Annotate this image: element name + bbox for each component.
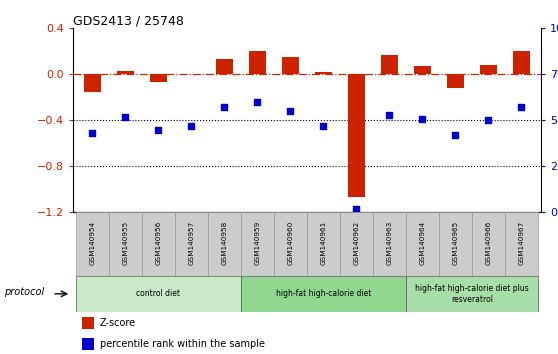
Point [418, 116, 427, 121]
Point [220, 105, 229, 110]
Bar [117, 71, 133, 74]
Bar [82, 338, 94, 350]
Text: GSM140963: GSM140963 [387, 221, 392, 265]
FancyBboxPatch shape [505, 212, 538, 276]
Point [187, 123, 196, 129]
Text: percentile rank within the sample: percentile rank within the sample [100, 339, 264, 349]
FancyBboxPatch shape [175, 212, 208, 276]
Point [286, 108, 295, 114]
Bar [216, 59, 233, 74]
Text: GSM140964: GSM140964 [420, 221, 425, 265]
Text: GSM140965: GSM140965 [453, 221, 459, 265]
Text: protocol: protocol [4, 287, 44, 297]
Bar [348, 74, 365, 198]
Bar [381, 55, 398, 74]
Point [451, 132, 460, 138]
Text: GSM140960: GSM140960 [287, 221, 294, 265]
Point [385, 112, 394, 118]
FancyBboxPatch shape [340, 212, 373, 276]
FancyBboxPatch shape [109, 212, 142, 276]
Point [154, 127, 163, 132]
Point [319, 123, 328, 129]
Text: Z-score: Z-score [100, 318, 136, 329]
Text: GSM140957: GSM140957 [189, 221, 194, 265]
Text: GSM140967: GSM140967 [518, 221, 525, 265]
FancyBboxPatch shape [472, 212, 505, 276]
FancyBboxPatch shape [142, 212, 175, 276]
Bar [150, 74, 167, 82]
FancyBboxPatch shape [76, 212, 109, 276]
Bar [513, 51, 530, 74]
Point [253, 99, 262, 105]
Text: high-fat high-calorie diet plus
resveratrol: high-fat high-calorie diet plus resverat… [415, 284, 529, 303]
Text: high-fat high-calorie diet: high-fat high-calorie diet [276, 289, 371, 298]
FancyBboxPatch shape [76, 276, 241, 312]
Bar [84, 74, 100, 92]
Point [352, 206, 361, 212]
Text: GDS2413 / 25748: GDS2413 / 25748 [73, 14, 184, 27]
Text: GSM140954: GSM140954 [89, 221, 95, 265]
FancyBboxPatch shape [373, 212, 406, 276]
FancyBboxPatch shape [439, 212, 472, 276]
FancyBboxPatch shape [241, 276, 406, 312]
Text: control diet: control diet [136, 289, 180, 298]
FancyBboxPatch shape [406, 276, 538, 312]
FancyBboxPatch shape [307, 212, 340, 276]
Bar [414, 66, 431, 74]
Bar [82, 318, 94, 329]
Text: GSM140958: GSM140958 [222, 221, 227, 265]
Point [121, 114, 130, 120]
Point [88, 130, 97, 136]
FancyBboxPatch shape [406, 212, 439, 276]
Text: GSM140962: GSM140962 [353, 221, 359, 265]
Point [484, 118, 493, 123]
Point [517, 105, 526, 110]
Text: GSM140966: GSM140966 [485, 221, 492, 265]
Text: GSM140961: GSM140961 [320, 221, 326, 265]
FancyBboxPatch shape [274, 212, 307, 276]
FancyBboxPatch shape [208, 212, 241, 276]
Text: GSM140955: GSM140955 [122, 221, 128, 265]
Text: GSM140959: GSM140959 [254, 221, 261, 265]
FancyBboxPatch shape [241, 212, 274, 276]
Bar [249, 51, 266, 74]
Text: GSM140956: GSM140956 [155, 221, 161, 265]
Bar [282, 57, 299, 74]
Bar [480, 65, 497, 74]
Bar [315, 72, 331, 74]
Bar [447, 74, 464, 88]
